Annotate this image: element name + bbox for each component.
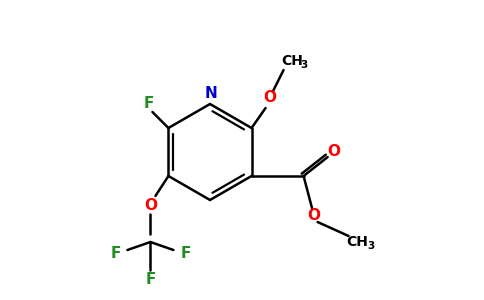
Text: N: N (205, 86, 217, 101)
Text: F: F (110, 247, 121, 262)
Text: O: O (144, 199, 157, 214)
Text: CH: CH (282, 54, 303, 68)
Text: O: O (327, 145, 340, 160)
Text: 3: 3 (367, 241, 375, 251)
Text: O: O (307, 208, 320, 224)
Text: O: O (263, 91, 276, 106)
Text: 3: 3 (301, 60, 308, 70)
Text: CH: CH (347, 235, 368, 249)
Text: F: F (180, 247, 191, 262)
Text: F: F (143, 97, 153, 112)
Text: F: F (145, 272, 156, 287)
